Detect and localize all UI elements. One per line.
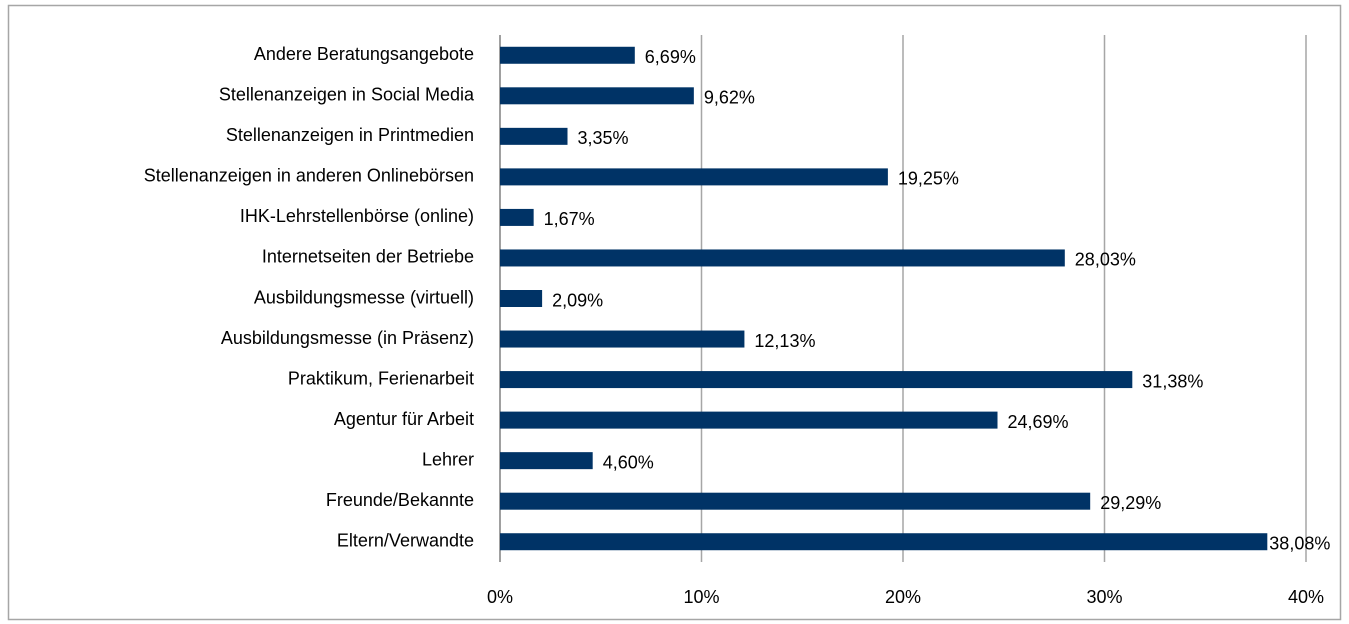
value-label: 12,13%	[754, 331, 815, 351]
bar	[500, 208, 534, 226]
value-label: 9,62%	[704, 88, 755, 108]
y-tick-label: Stellenanzeigen in Printmedien	[226, 125, 474, 145]
x-tick-label: 20%	[885, 587, 921, 607]
value-label: 3,35%	[578, 128, 629, 148]
x-tick-label: 0%	[487, 587, 513, 607]
value-label: 29,29%	[1100, 493, 1161, 513]
bar	[500, 168, 888, 186]
x-tick-label: 40%	[1288, 587, 1324, 607]
y-tick-label: Andere Beratungsangebote	[254, 44, 474, 64]
value-label: 19,25%	[898, 169, 959, 189]
y-tick-label: Internetseiten der Betriebe	[262, 247, 474, 267]
y-tick-label: Lehrer	[422, 449, 474, 469]
y-tick-label: Stellenanzeigen in anderen Onlinebörsen	[144, 166, 474, 186]
y-tick-label: Ausbildungsmesse (virtuell)	[254, 287, 474, 307]
chart-border	[7, 4, 1342, 621]
y-tick-label: IHK-Lehrstellenbörse (online)	[240, 206, 474, 226]
value-label: 38,08%	[1269, 533, 1330, 553]
y-tick-label: Freunde/Bekannte	[326, 490, 474, 510]
bar	[500, 87, 694, 105]
bar	[500, 371, 1133, 389]
bar	[500, 492, 1091, 510]
value-label: 31,38%	[1142, 371, 1203, 391]
value-label: 6,69%	[645, 47, 696, 67]
value-label: 1,67%	[544, 209, 595, 229]
y-tick-label: Eltern/Verwandte	[337, 530, 474, 550]
bar	[500, 290, 543, 307]
y-tick-label: Praktikum, Ferienarbeit	[288, 368, 474, 388]
bar	[500, 127, 568, 145]
value-label: 2,09%	[552, 290, 603, 310]
bar	[500, 330, 745, 348]
x-tick-label: 10%	[683, 587, 719, 607]
value-label: 4,60%	[603, 452, 654, 472]
value-label: 24,69%	[1008, 412, 1069, 432]
bar	[500, 533, 1268, 551]
y-tick-label: Stellenanzeigen in Social Media	[219, 85, 475, 105]
x-tick-label: 30%	[1086, 587, 1122, 607]
bar	[500, 46, 635, 64]
bar	[500, 249, 1065, 267]
value-label: 28,03%	[1075, 250, 1136, 270]
y-tick-label: Agentur für Arbeit	[334, 409, 474, 429]
y-tick-label: Ausbildungsmesse (in Präsenz)	[221, 328, 474, 348]
bar	[500, 452, 593, 470]
bar	[500, 411, 998, 429]
